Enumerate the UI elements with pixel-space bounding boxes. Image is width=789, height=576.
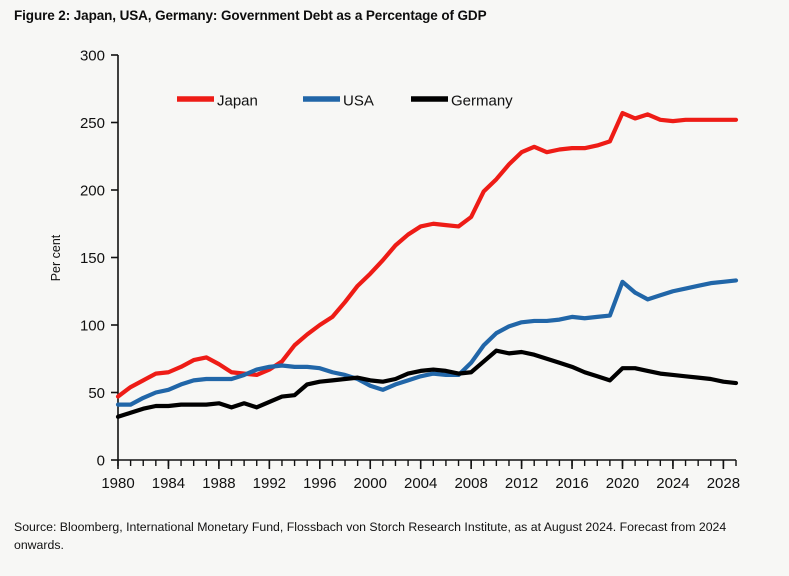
chart-container: 0 50 100 150 200 250 300 Per cent 1980 1984 1988…: [0, 30, 789, 510]
x-axis-minor-ticks: [117, 460, 737, 466]
y-tick-label: 50: [88, 385, 105, 402]
y-tick-label: 200: [80, 183, 105, 200]
x-tick-label: 2008: [454, 475, 487, 492]
x-tick-label: 2024: [656, 475, 689, 492]
x-tick-label: 2020: [606, 475, 639, 492]
x-tick-label: 2028: [707, 475, 740, 492]
series-line-germany: [115, 348, 739, 419]
y-tick-label: 150: [80, 250, 105, 267]
series-line-usa: [115, 278, 739, 407]
data-series-group: [115, 110, 739, 419]
y-tick-label: 300: [80, 48, 105, 65]
x-tick-label: 2004: [404, 475, 437, 492]
x-tick-label: 1996: [303, 475, 336, 492]
y-axis-ticks: 0 50 100 150 200 250 300: [80, 48, 118, 470]
source-note: Source: Bloomberg, International Monetar…: [14, 520, 727, 552]
x-tick-label: 1984: [152, 475, 185, 492]
line-chart: 0 50 100 150 200 250 300 Per cent 1980 1984 1988…: [49, 48, 740, 493]
page-title: Figure 2: Japan, USA, Germany: Governmen…: [14, 8, 487, 23]
y-axis-title: Per cent: [49, 234, 63, 281]
x-tick-label: 2016: [555, 475, 588, 492]
legend-label-usa: USA: [343, 93, 374, 110]
x-tick-label: 1988: [202, 475, 235, 492]
y-axis: 0 50 100 150 200 250 300 Per cent: [49, 48, 119, 470]
x-axis-ticks: 1980 1984 1988 1992 1996 2000 2004 2008 2012 2016…: [101, 460, 740, 492]
x-tick-label: 1992: [253, 475, 286, 492]
series-line-japan: [115, 110, 739, 399]
legend-label-japan: Japan: [217, 93, 258, 110]
x-tick-label: 2012: [505, 475, 538, 492]
y-tick-label: 100: [80, 318, 105, 335]
x-tick-label: 2000: [354, 475, 387, 492]
y-tick-label: 250: [80, 115, 105, 132]
x-tick-label: 1980: [101, 475, 134, 492]
x-axis: 1980 1984 1988 1992 1996 2000 2004 2008 2012 2016…: [101, 459, 740, 492]
chart-legend: Japan USA Germany: [177, 93, 513, 110]
legend-label-germany: Germany: [451, 93, 513, 110]
y-tick-label: 0: [97, 453, 105, 470]
